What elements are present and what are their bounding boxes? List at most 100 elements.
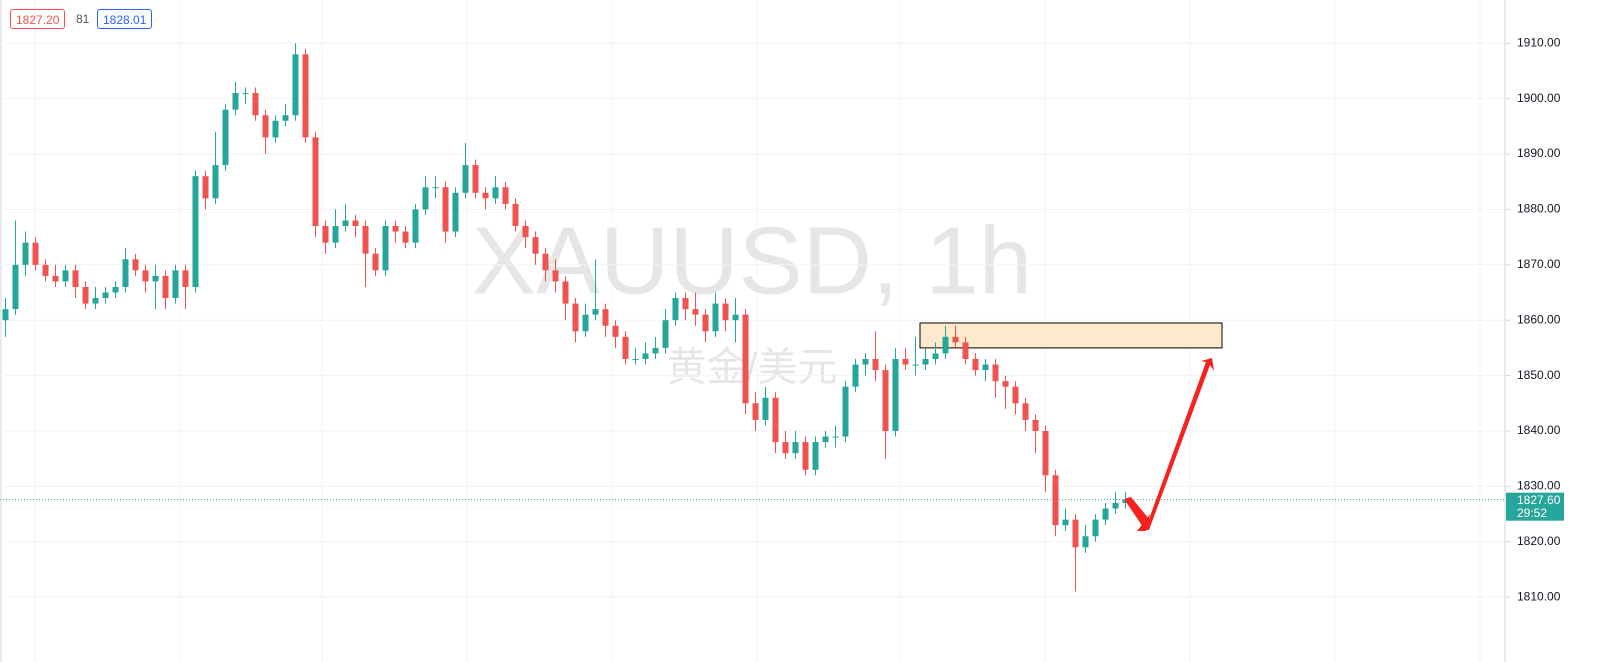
candle-body — [972, 358, 979, 371]
y-tick-label: 1810.00 — [1517, 589, 1561, 603]
candle-body — [792, 442, 799, 454]
candle-body — [212, 165, 219, 199]
candle-body — [622, 336, 629, 359]
candle-body — [152, 275, 159, 282]
candle-body — [62, 270, 69, 282]
candle-body — [292, 54, 299, 116]
candle-body — [842, 386, 849, 437]
y-tick-label: 1830.00 — [1517, 479, 1561, 493]
candle-body — [402, 231, 409, 243]
candle-body — [872, 358, 879, 371]
candle-body — [862, 358, 869, 365]
candle-body — [912, 364, 919, 366]
candle-body — [612, 325, 619, 337]
candle-body — [142, 270, 149, 282]
candle-body — [542, 253, 549, 271]
candle-body — [72, 270, 79, 287]
zone-box — [919, 322, 1223, 349]
candle-body — [642, 353, 649, 359]
y-tick-label: 1860.00 — [1517, 312, 1561, 326]
y-tick-label: 1820.00 — [1517, 534, 1561, 548]
candle-body — [1012, 386, 1019, 404]
candle-body — [1062, 519, 1069, 526]
y-tick-label: 1840.00 — [1517, 423, 1561, 437]
candle-body — [712, 303, 719, 332]
candle-body — [2, 309, 9, 321]
candle-body — [192, 176, 199, 287]
candle-body — [132, 259, 139, 271]
candle-body — [362, 226, 369, 254]
price-axis: 1910.00 1900.00 1890.00 1880.00 1870.00 1860.… — [1505, 35, 1564, 603]
candle-body — [852, 364, 859, 387]
candle-body — [902, 358, 909, 365]
candle-body — [12, 264, 19, 310]
candle-body — [372, 253, 379, 271]
watermark-sub: 黄金/美元 — [666, 346, 837, 390]
candle-body — [32, 242, 39, 265]
candle-body — [242, 93, 249, 95]
candle-body — [732, 314, 739, 321]
candle-body — [702, 314, 709, 332]
candle-body — [1122, 499, 1129, 504]
candle-body — [422, 187, 429, 210]
candle-body — [672, 298, 679, 321]
candle-body — [382, 226, 389, 271]
candle-body — [962, 342, 969, 359]
y-tick-label: 1850.00 — [1517, 368, 1561, 382]
candle-body — [112, 286, 119, 293]
candle-body — [232, 93, 239, 110]
last-price-label: 1827.60 — [1517, 493, 1561, 507]
candle-body — [282, 115, 289, 121]
candle-body — [532, 237, 539, 254]
candle-body — [302, 54, 309, 138]
candle-body — [782, 442, 789, 454]
ask-price[interactable]: 1828.01 — [97, 9, 153, 29]
candle-body — [1102, 508, 1109, 520]
candle-body — [462, 165, 469, 193]
bid-price[interactable]: 1827.20 — [10, 9, 66, 29]
countdown: 29:52 — [1517, 506, 1547, 520]
candle-body — [592, 309, 599, 315]
candle-body — [1002, 381, 1009, 387]
candle-body — [812, 442, 819, 470]
candle-body — [102, 292, 109, 299]
candle-body — [442, 187, 449, 232]
candle-body — [742, 314, 749, 404]
y-tick-label: 1900.00 — [1517, 91, 1561, 105]
y-tick-label: 1890.00 — [1517, 146, 1561, 160]
y-tick-label: 1910.00 — [1517, 35, 1561, 49]
zone-layer — [919, 322, 1223, 349]
candle-body — [1112, 503, 1119, 509]
candle-body — [632, 358, 639, 360]
candle-body — [42, 264, 49, 276]
candle-body — [122, 259, 129, 287]
candle-body — [1022, 403, 1029, 420]
candle-body — [22, 242, 29, 265]
candle-body — [1032, 419, 1039, 431]
spread: 81 — [76, 12, 90, 26]
candle-body — [492, 187, 499, 199]
candle-body — [832, 436, 839, 438]
candles — [2, 43, 1129, 592]
grid — [0, 42, 1505, 598]
candle-body — [662, 320, 669, 348]
last-price-box — [1506, 492, 1564, 521]
candle-body — [392, 226, 399, 232]
candle-body — [162, 275, 169, 299]
candle-body — [472, 165, 479, 193]
candle-body — [272, 120, 279, 138]
candle-body — [172, 270, 179, 299]
candle-body — [572, 303, 579, 332]
candle-body — [322, 226, 329, 243]
candle-body — [752, 403, 759, 420]
y-tick-label: 1870.00 — [1517, 257, 1561, 271]
candle-body — [1092, 519, 1099, 537]
candle-body — [822, 436, 829, 443]
candle-body — [982, 364, 989, 371]
candle-body — [1082, 536, 1089, 548]
candle-body — [992, 364, 999, 382]
candle-body — [952, 336, 959, 343]
candle-body — [892, 358, 899, 431]
candle-body — [652, 347, 659, 354]
